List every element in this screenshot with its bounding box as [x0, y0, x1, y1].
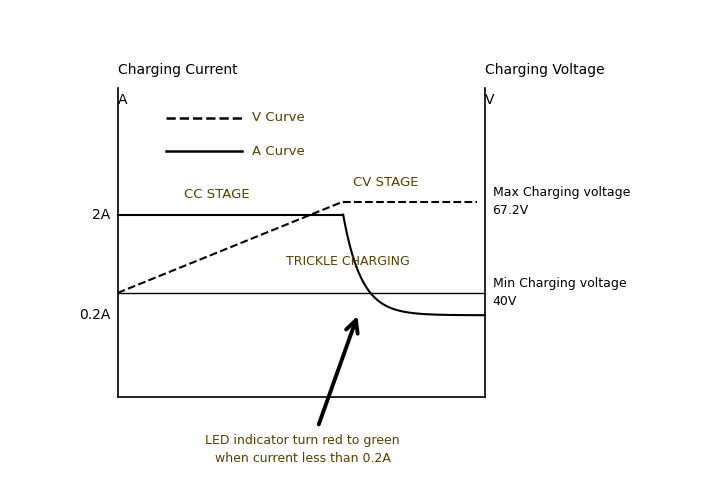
Text: Min Charging voltage
40V: Min Charging voltage 40V: [493, 277, 626, 308]
Text: 2A: 2A: [92, 208, 110, 222]
Text: CC STAGE: CC STAGE: [184, 188, 249, 200]
Text: Charging Voltage: Charging Voltage: [485, 63, 605, 76]
Text: CV STAGE: CV STAGE: [354, 177, 419, 189]
Text: TRICKLE CHARGING: TRICKLE CHARGING: [286, 255, 410, 268]
Text: Charging Current: Charging Current: [118, 63, 237, 76]
Text: Max Charging voltage
67.2V: Max Charging voltage 67.2V: [493, 186, 630, 217]
Text: V Curve: V Curve: [252, 111, 305, 124]
Text: LED indicator turn red to green
when current less than 0.2A: LED indicator turn red to green when cur…: [206, 435, 400, 466]
Text: 0.2A: 0.2A: [79, 308, 110, 322]
Text: A: A: [118, 93, 127, 107]
Text: V: V: [485, 93, 495, 107]
Text: A Curve: A Curve: [252, 145, 305, 158]
